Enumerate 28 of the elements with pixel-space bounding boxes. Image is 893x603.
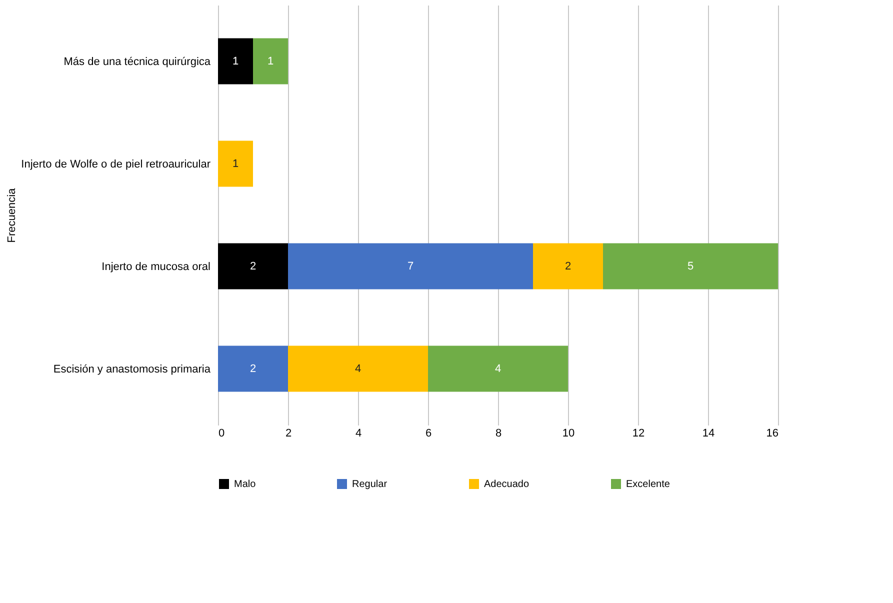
data-label: 1 [267, 55, 274, 68]
y-tick-label: Más de una técnica quirúrgica [64, 56, 212, 68]
y-tick-label: Injerto de mucosa oral [102, 260, 210, 273]
legend-label: Adecuado [484, 479, 530, 490]
data-label: 1 [232, 158, 239, 170]
legend-label: Excelente [626, 479, 670, 490]
y-tick-label: Injerto de Wolfe o de piel retroauricular [21, 158, 211, 170]
x-tick-label: 8 [495, 428, 502, 440]
x-tick-label: 10 [562, 428, 575, 440]
data-label: 1 [232, 55, 239, 68]
x-tick-label: 12 [632, 428, 645, 440]
x-tick-label: 14 [702, 428, 715, 440]
data-label: 2 [564, 260, 572, 272]
x-tick-label: 16 [766, 428, 778, 440]
x-tick-label: 2 [285, 428, 292, 440]
data-label: 4 [354, 362, 362, 375]
x-tick-label: 6 [425, 428, 432, 440]
data-label: 5 [687, 260, 694, 272]
x-tick-label: 4 [355, 428, 362, 440]
x-tick-label: 0 [218, 428, 225, 440]
data-label: 2 [250, 260, 256, 272]
data-label: 2 [250, 362, 256, 375]
data-label: 4 [494, 362, 502, 375]
data-label: 7 [407, 260, 414, 272]
legend-label: Regular [352, 479, 388, 490]
legend-label: Malo [234, 479, 256, 490]
y-axis-title: Frecuencia [6, 187, 18, 243]
y-tick-label: Escisión y anastomosis primaria [53, 363, 212, 376]
